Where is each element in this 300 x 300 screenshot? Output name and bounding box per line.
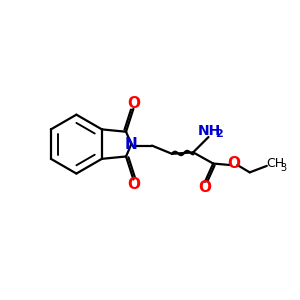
Text: O: O: [198, 180, 211, 195]
Text: 2: 2: [215, 129, 223, 139]
Text: N: N: [125, 136, 138, 152]
Text: O: O: [127, 96, 140, 111]
Text: 3: 3: [280, 163, 286, 173]
Text: CH: CH: [266, 157, 284, 170]
Text: O: O: [127, 177, 140, 192]
Text: O: O: [227, 156, 240, 171]
Text: NH: NH: [197, 124, 221, 138]
